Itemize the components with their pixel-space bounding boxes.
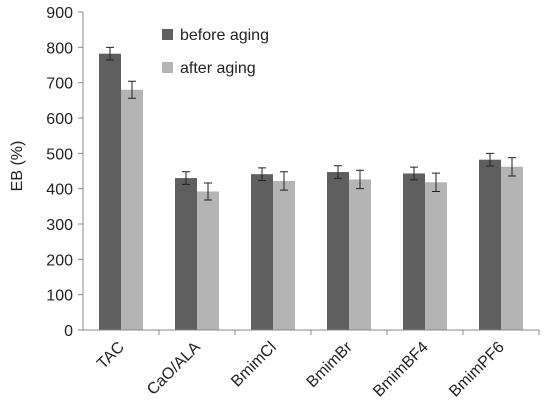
bar-before-aging	[99, 53, 121, 331]
y-tick-label: 100	[46, 288, 73, 305]
x-tick-label: BmimBF4	[370, 339, 432, 401]
bar-after-aging	[349, 179, 371, 330]
error-bar	[508, 157, 516, 177]
bar-group-tac	[99, 46, 143, 331]
x-tick-label: BmimBr	[304, 338, 357, 391]
x-tick-label: BmimPF6	[446, 339, 508, 401]
error-bar	[258, 167, 266, 182]
bar-before-aging	[175, 178, 197, 330]
bar-after-aging	[197, 191, 219, 330]
legend: before aging after aging	[162, 27, 269, 77]
error-bar	[410, 166, 418, 181]
bar-before-aging	[479, 159, 501, 330]
bar-group-cao-ala	[175, 171, 219, 330]
bar-groups	[99, 46, 523, 331]
y-tick-label: 700	[46, 76, 73, 93]
y-tick-label: 900	[46, 5, 73, 22]
legend-label: before aging	[180, 27, 269, 44]
y-tick-label: 600	[46, 111, 73, 128]
y-tick-label: 400	[46, 182, 73, 199]
legend-swatch-after-aging	[162, 62, 173, 73]
error-bar	[106, 46, 114, 61]
bar-after-aging	[501, 166, 523, 330]
y-tick-label: 0	[64, 323, 73, 340]
bar-after-aging	[273, 180, 295, 330]
bar-group-bmimbr	[327, 165, 371, 330]
bar-group-bmimpf6	[479, 152, 523, 330]
x-tick-label: CaO/ALA	[144, 339, 204, 399]
bar-after-aging	[425, 182, 447, 330]
error-bar	[128, 80, 136, 99]
y-axis-title: EB (%)	[9, 141, 26, 192]
error-bar	[182, 171, 190, 185]
legend-label: after aging	[180, 60, 256, 77]
error-bar	[204, 182, 212, 201]
error-bar	[334, 165, 342, 179]
y-tick-label: 300	[46, 217, 73, 234]
error-bar	[356, 169, 364, 190]
bar-before-aging	[251, 174, 273, 330]
y-tick-label: 500	[46, 146, 73, 163]
x-axis-ticks: TAC CaO/ALA BmimCl BmimBr BmimBF4 BmimPF6	[94, 330, 540, 401]
bar-group-bmimbf4	[403, 166, 447, 330]
x-tick-label: BmimCl	[228, 339, 280, 391]
legend-swatch-before-aging	[162, 29, 173, 40]
bar-before-aging	[327, 172, 349, 330]
error-bar	[280, 171, 288, 191]
y-axis-ticks: 0 100 200 300 400 500 600 700 800 900	[46, 5, 83, 340]
error-bar	[486, 152, 494, 167]
bar-before-aging	[403, 173, 425, 330]
x-tick-label: TAC	[94, 339, 128, 373]
bar-group-bmimcl	[251, 167, 295, 330]
y-tick-label: 200	[46, 252, 73, 269]
bar-after-aging	[121, 89, 143, 330]
error-bar	[432, 172, 440, 192]
y-tick-label: 800	[46, 40, 73, 57]
